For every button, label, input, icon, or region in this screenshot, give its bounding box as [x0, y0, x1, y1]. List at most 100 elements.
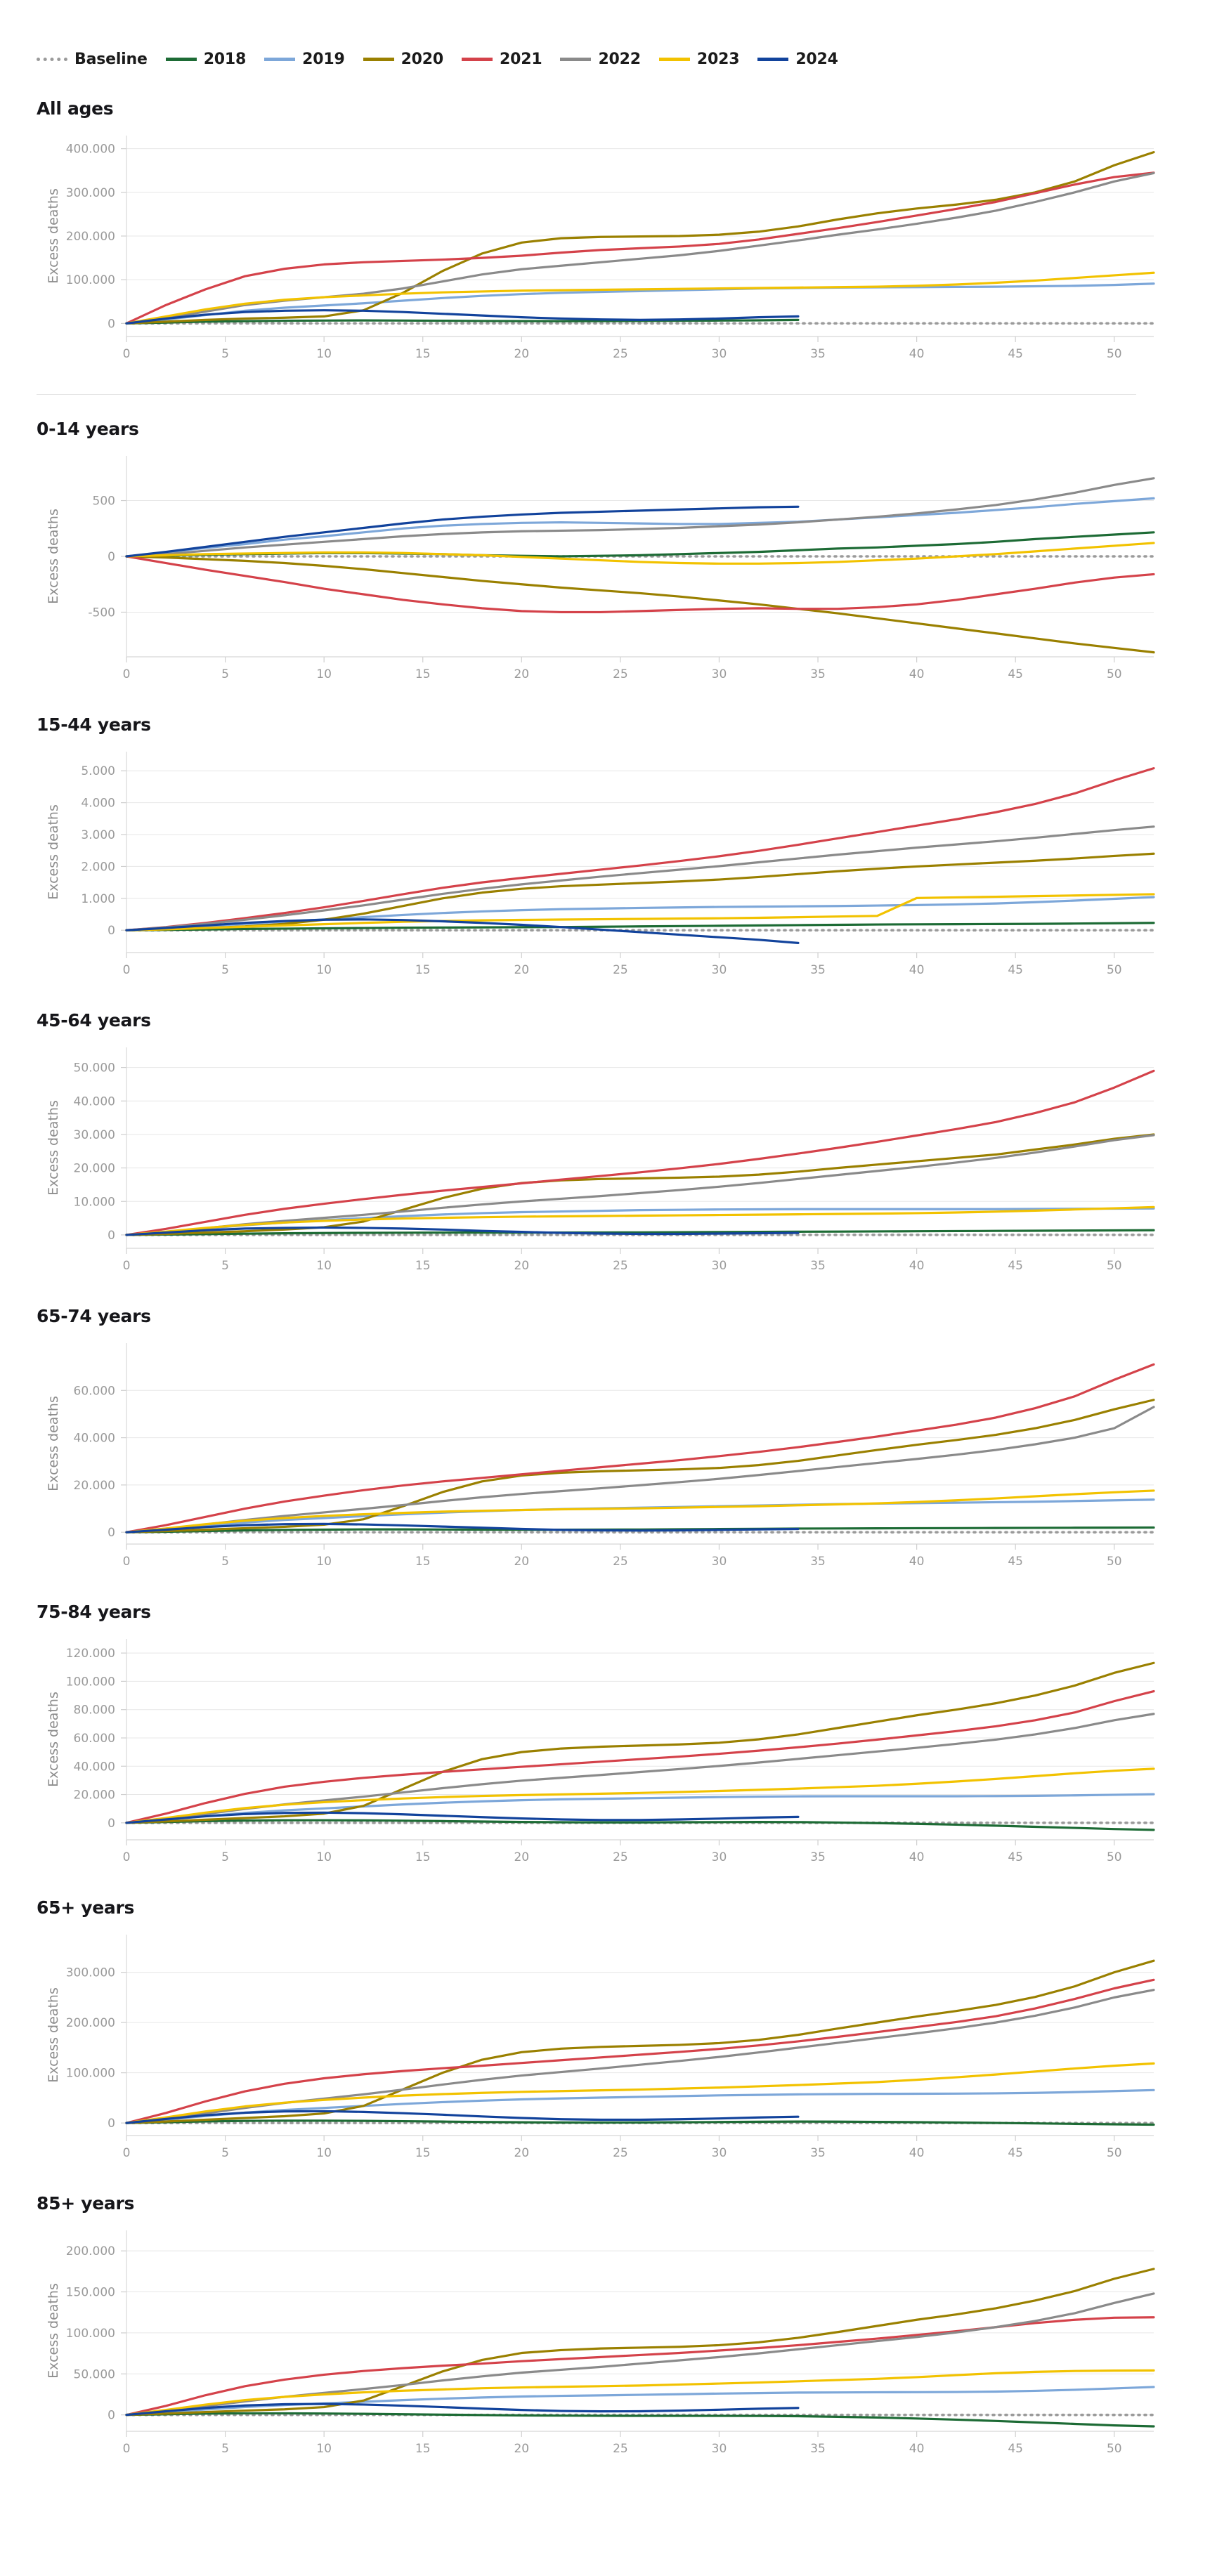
series-line-2020: [125, 852, 1155, 931]
y-axis-title: Excess deaths: [46, 1396, 61, 1491]
series-line-2023: [125, 893, 1155, 931]
x-tick-label: 40: [909, 1555, 925, 1569]
series-line-2021: [125, 1689, 1155, 1824]
x-tick-label: 0: [123, 1555, 131, 1569]
x-tick-label: 50: [1107, 1850, 1122, 1864]
legend-item-2018[interactable]: 2018: [165, 51, 246, 68]
series-line-2019: [125, 497, 1155, 558]
y-tick-label: 300.000: [66, 186, 115, 200]
x-tick-label: 25: [613, 347, 628, 361]
x-tick-label: 5: [221, 963, 229, 977]
x-tick-label: 5: [221, 2146, 229, 2160]
x-tick-label: 10: [316, 963, 332, 977]
chart-panel: 65-74 years 0 20.000 40.000 60.000 0 5 10 15 20 25…: [0, 1306, 1217, 1578]
legend-item-2021[interactable]: 2021: [462, 51, 542, 68]
x-tick-label: 45: [1008, 2146, 1023, 2160]
x-tick-label: 20: [514, 1259, 529, 1273]
chart-panel: 15-44 years 0 1.000 2.000 3.000 4.000 5.000 0 5 1…: [0, 714, 1217, 986]
y-tick-label: 0: [108, 550, 115, 564]
x-tick-label: 15: [415, 667, 431, 681]
series-line-2023: [125, 2062, 1155, 2124]
x-tick-label: 35: [810, 1259, 826, 1273]
series-line-2022: [125, 477, 1155, 558]
series-line-2020: [125, 555, 1155, 654]
legend-swatch-icon: [363, 57, 394, 61]
legend-item-label: 2020: [401, 50, 444, 68]
x-tick-label: 15: [415, 1850, 431, 1864]
legend-item-2023[interactable]: 2023: [658, 51, 740, 68]
panel-title: 85+ years: [37, 2193, 135, 2214]
section-divider: [37, 394, 1136, 395]
y-tick-label: 100.000: [66, 1675, 115, 1689]
series-line-2019: [125, 282, 1155, 325]
x-tick-label: 20: [514, 2146, 529, 2160]
legend-item-label: 2019: [302, 50, 345, 68]
x-tick-label: 40: [909, 347, 925, 361]
x-tick-label: 15: [415, 1259, 431, 1273]
x-tick-label: 30: [712, 2442, 727, 2456]
x-tick-label: 25: [613, 963, 628, 977]
chart-area[interactable]: 0 100.000 200.000 300.000 0 5 10 15 20 25 30 35 40 45…: [37, 1923, 1169, 2169]
legend-item-2024[interactable]: 2024: [757, 51, 838, 68]
x-tick-label: 35: [810, 963, 826, 977]
x-tick-label: 35: [810, 347, 826, 361]
x-tick-label: 15: [415, 963, 431, 977]
chart-area[interactable]: 0 20.000 40.000 60.000 0 5 10 15 20 25 30 35 40 45 50 E…: [37, 1332, 1169, 1578]
panel-title: 65+ years: [37, 1897, 135, 1918]
legend-item-baseline[interactable]: Baseline: [37, 51, 148, 68]
y-tick-label: 0: [108, 924, 115, 938]
chart-area[interactable]: 0 20.000 40.000 60.000 80.000 100.000 120.000 0…: [37, 1628, 1169, 1874]
y-tick-label: 60.000: [74, 1732, 115, 1746]
series-line-2020: [125, 1133, 1155, 1236]
y-tick-label: 200.000: [66, 2016, 115, 2030]
y-tick-label: 0: [108, 2409, 115, 2423]
legend-item-2019[interactable]: 2019: [264, 50, 345, 68]
x-tick-label: 30: [712, 1259, 727, 1273]
series-line-2019: [125, 2088, 1155, 2124]
x-tick-label: 35: [810, 667, 826, 681]
x-tick-label: 30: [712, 667, 727, 681]
x-tick-label: 15: [415, 2442, 431, 2456]
chart-legend: Baseline 2018 2019 2020 2021 2022 2023 2024: [0, 0, 1217, 74]
legend-item-2022[interactable]: 2022: [560, 50, 641, 68]
y-tick-label: 4.000: [81, 797, 115, 811]
series-line-2021: [125, 2316, 1155, 2417]
legend-swatch-icon: [560, 57, 592, 61]
legend-item-2020[interactable]: 2020: [363, 51, 443, 68]
y-tick-label: 20.000: [74, 1789, 115, 1803]
series-line-2022: [125, 1134, 1155, 1236]
series-line-2024: [125, 1226, 800, 1236]
chart-area[interactable]: 0 10.000 20.000 30.000 40.000 50.000 0 5 10 15 20 2…: [37, 1036, 1169, 1282]
series-line-2022: [125, 1713, 1155, 1824]
x-tick-label: 10: [316, 1850, 332, 1864]
legend-item-label: 2021: [500, 50, 542, 68]
x-tick-label: 10: [316, 1555, 332, 1569]
series-line-2021: [125, 1363, 1155, 1534]
y-tick-label: 0: [108, 317, 115, 331]
x-tick-label: 20: [514, 1555, 529, 1569]
chart-area[interactable]: 0 1.000 2.000 3.000 4.000 5.000 0 5 10 15 20 25 30 35…: [37, 740, 1169, 986]
chart-area[interactable]: 0 100.000 200.000 300.000 400.000 0 5 10 15 20 25 3…: [37, 124, 1169, 370]
series-line-2021: [125, 1069, 1155, 1236]
chart-area[interactable]: 0 50.000 100.000 150.000 200.000 0 5 10 15 20 25 30…: [37, 2219, 1169, 2465]
series-line-2023: [125, 1767, 1155, 1824]
series-line-2022: [125, 825, 1155, 931]
chart-area[interactable]: -500 0 500 0 5 10 15 20 25 30 35 40 45 50 Excess death…: [37, 445, 1169, 691]
legend-item-label: 2022: [598, 50, 641, 68]
panel-title: 15-44 years: [37, 714, 151, 735]
y-tick-label: 80.000: [74, 1704, 115, 1718]
y-tick-label: 500: [93, 495, 115, 509]
x-tick-label: 40: [909, 2442, 925, 2456]
x-tick-label: 10: [316, 1259, 332, 1273]
x-tick-label: 0: [123, 2146, 131, 2160]
x-tick-label: 45: [1008, 1850, 1023, 1864]
y-tick-label: 0: [108, 1526, 115, 1540]
x-tick-label: 50: [1107, 1259, 1122, 1273]
y-tick-label: 100.000: [66, 2067, 115, 2081]
x-tick-label: 25: [613, 2146, 628, 2160]
series-line-2018: [125, 922, 1155, 931]
series-line-2018: [125, 1229, 1155, 1236]
x-tick-label: 40: [909, 1259, 925, 1273]
y-tick-label: 5.000: [81, 764, 115, 778]
y-axis-title: Excess deaths: [46, 2283, 61, 2379]
